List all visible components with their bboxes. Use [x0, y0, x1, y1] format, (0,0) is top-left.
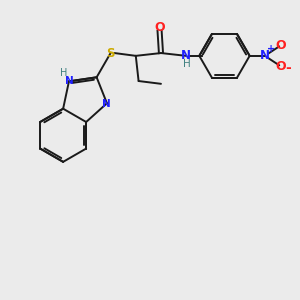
- Text: S: S: [106, 46, 115, 59]
- Text: O: O: [154, 21, 165, 34]
- Text: N: N: [64, 76, 73, 86]
- Text: H: H: [60, 68, 67, 77]
- Text: H: H: [183, 59, 190, 69]
- Text: -: -: [285, 61, 291, 75]
- Text: O: O: [275, 60, 286, 73]
- Text: +: +: [267, 44, 276, 54]
- Text: N: N: [181, 49, 191, 62]
- Text: N: N: [102, 99, 111, 109]
- Text: N: N: [260, 49, 270, 62]
- Text: O: O: [275, 39, 286, 52]
